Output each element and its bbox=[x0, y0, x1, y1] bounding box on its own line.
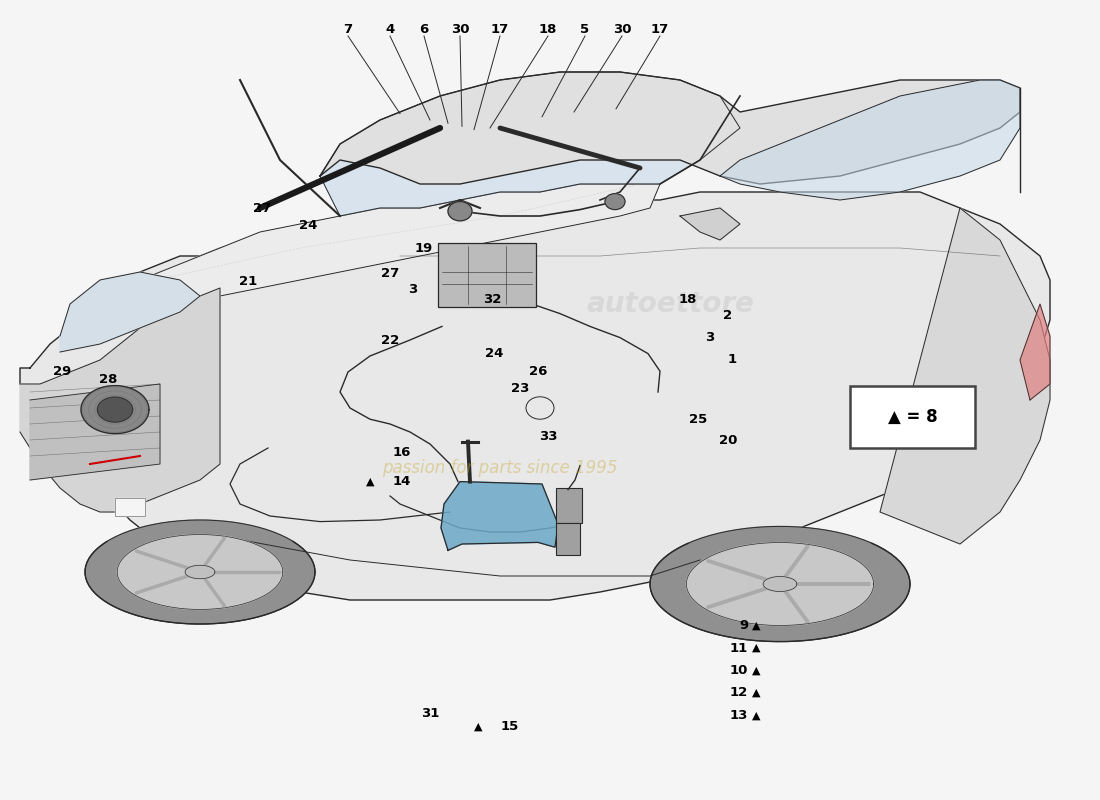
Polygon shape bbox=[81, 386, 148, 434]
Text: 24: 24 bbox=[485, 347, 503, 360]
Text: ▲: ▲ bbox=[752, 643, 760, 653]
Polygon shape bbox=[320, 72, 740, 216]
Text: 30: 30 bbox=[451, 23, 470, 36]
Polygon shape bbox=[100, 184, 660, 304]
Polygon shape bbox=[85, 520, 315, 624]
Text: 17: 17 bbox=[491, 23, 509, 36]
Text: ▲: ▲ bbox=[474, 722, 482, 731]
Text: 28: 28 bbox=[99, 373, 118, 386]
Polygon shape bbox=[680, 208, 740, 240]
Text: ▲: ▲ bbox=[752, 710, 760, 720]
Polygon shape bbox=[20, 192, 1050, 600]
Polygon shape bbox=[686, 542, 873, 626]
Text: ▲ = 8: ▲ = 8 bbox=[888, 408, 937, 426]
Circle shape bbox=[605, 194, 625, 210]
Text: 1: 1 bbox=[727, 354, 737, 366]
Circle shape bbox=[526, 397, 554, 419]
Text: 16: 16 bbox=[393, 446, 411, 459]
Text: 24: 24 bbox=[299, 219, 317, 232]
Text: 12: 12 bbox=[729, 686, 748, 699]
Bar bbox=[116, 498, 145, 516]
Circle shape bbox=[448, 202, 472, 221]
Text: 15: 15 bbox=[500, 720, 519, 733]
FancyBboxPatch shape bbox=[850, 386, 975, 448]
Text: ▲: ▲ bbox=[752, 666, 760, 675]
Text: 9: 9 bbox=[739, 619, 748, 632]
Polygon shape bbox=[880, 208, 1050, 544]
Polygon shape bbox=[20, 288, 220, 512]
Polygon shape bbox=[30, 384, 159, 480]
FancyBboxPatch shape bbox=[556, 523, 580, 555]
Text: 32: 32 bbox=[483, 293, 502, 306]
Text: 3: 3 bbox=[705, 331, 715, 344]
Text: 18: 18 bbox=[679, 293, 697, 306]
Text: 31: 31 bbox=[421, 707, 439, 720]
Text: 7: 7 bbox=[343, 23, 353, 36]
Text: 19: 19 bbox=[415, 242, 433, 254]
Text: 17: 17 bbox=[651, 23, 669, 36]
Text: 27: 27 bbox=[253, 202, 271, 214]
Text: 20: 20 bbox=[718, 434, 737, 446]
Text: 14: 14 bbox=[393, 475, 411, 488]
Bar bbox=[116, 498, 145, 516]
Text: 21: 21 bbox=[239, 275, 257, 288]
Polygon shape bbox=[320, 72, 1020, 184]
Text: 29: 29 bbox=[53, 365, 72, 378]
Polygon shape bbox=[763, 577, 796, 591]
Text: 33: 33 bbox=[539, 430, 558, 443]
Text: 5: 5 bbox=[581, 23, 590, 36]
Polygon shape bbox=[650, 526, 910, 642]
Text: 6: 6 bbox=[419, 23, 429, 36]
Text: ▲: ▲ bbox=[752, 621, 760, 630]
Text: 26: 26 bbox=[529, 365, 547, 378]
Text: 2: 2 bbox=[724, 309, 733, 322]
Text: 13: 13 bbox=[729, 709, 748, 722]
Text: 4: 4 bbox=[385, 23, 395, 36]
Text: 11: 11 bbox=[729, 642, 748, 654]
FancyBboxPatch shape bbox=[556, 488, 582, 523]
Text: autoettore: autoettore bbox=[586, 290, 754, 318]
Polygon shape bbox=[97, 397, 133, 422]
Polygon shape bbox=[60, 272, 200, 352]
Polygon shape bbox=[118, 534, 283, 610]
Text: 23: 23 bbox=[510, 382, 529, 395]
Text: 3: 3 bbox=[408, 283, 418, 296]
Text: 30: 30 bbox=[613, 23, 631, 36]
Text: ▲: ▲ bbox=[365, 477, 374, 486]
Text: passion for parts since 1995: passion for parts since 1995 bbox=[383, 459, 618, 477]
Text: 27: 27 bbox=[381, 267, 399, 280]
Text: 25: 25 bbox=[689, 413, 707, 426]
Text: 22: 22 bbox=[381, 334, 399, 347]
Polygon shape bbox=[1020, 304, 1050, 400]
Polygon shape bbox=[185, 566, 214, 578]
Text: ▲: ▲ bbox=[752, 688, 760, 698]
Polygon shape bbox=[720, 80, 1020, 200]
Text: 18: 18 bbox=[539, 23, 558, 36]
FancyBboxPatch shape bbox=[438, 243, 536, 307]
Polygon shape bbox=[441, 482, 558, 550]
Text: 10: 10 bbox=[729, 664, 748, 677]
